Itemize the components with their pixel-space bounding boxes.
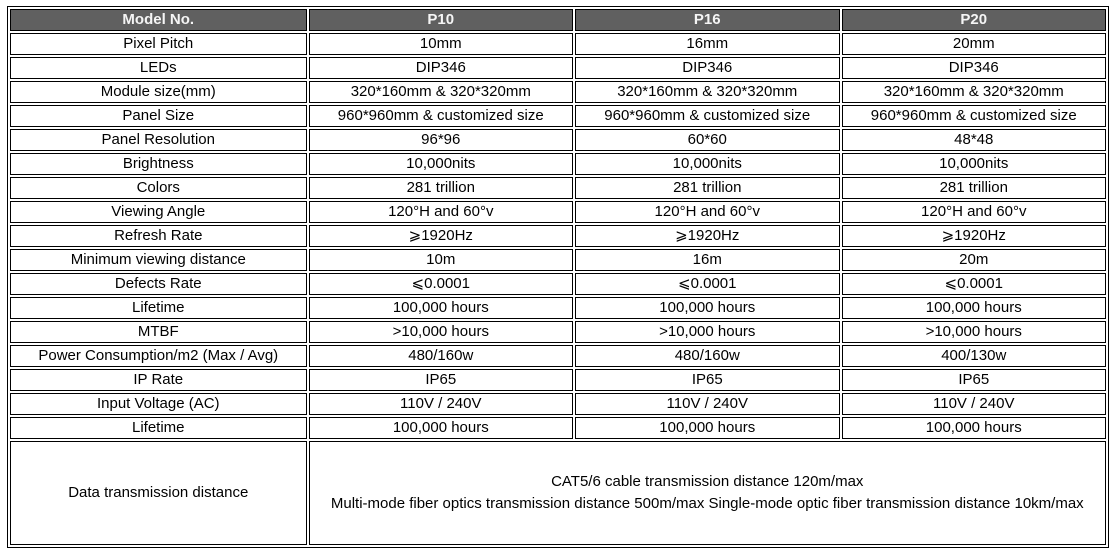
spec-value: 16mm bbox=[575, 33, 840, 55]
spec-row-ip-rate: IP Rate IP65 IP65 IP65 bbox=[10, 369, 1106, 391]
spec-value: 100,000 hours bbox=[308, 417, 574, 439]
spec-label: Input Voltage (AC) bbox=[10, 393, 307, 415]
spec-value: 320*160mm & 320*320mm bbox=[841, 81, 1106, 103]
spec-value: 120°H and 60°v bbox=[308, 201, 574, 223]
spec-value: IP65 bbox=[308, 369, 574, 391]
spec-value: 320*160mm & 320*320mm bbox=[575, 81, 840, 103]
spec-row-pixel-pitch: Pixel Pitch 10mm 16mm 20mm bbox=[10, 33, 1106, 55]
spec-label: Viewing Angle bbox=[10, 201, 307, 223]
spec-label: Pixel Pitch bbox=[10, 33, 307, 55]
spec-label: Data transmission distance bbox=[10, 441, 307, 545]
spec-label: IP Rate bbox=[10, 369, 307, 391]
spec-value: DIP346 bbox=[841, 57, 1106, 79]
spec-value: 16m bbox=[575, 249, 840, 271]
spec-value: 20m bbox=[841, 249, 1106, 271]
spec-row-leds: LEDs DIP346 DIP346 DIP346 bbox=[10, 57, 1106, 79]
spec-label: LEDs bbox=[10, 57, 307, 79]
spec-value: 60*60 bbox=[575, 129, 840, 151]
spec-value: 480/160w bbox=[575, 345, 840, 367]
spec-value: 100,000 hours bbox=[575, 417, 840, 439]
spec-value: 20mm bbox=[841, 33, 1106, 55]
spec-value: 960*960mm & customized size bbox=[841, 105, 1106, 127]
spec-label: Module size(mm) bbox=[10, 81, 307, 103]
spec-value: >10,000 hours bbox=[308, 321, 574, 343]
data-transmission-line2: Multi-mode fiber optics transmission dis… bbox=[330, 495, 1084, 512]
spec-value: ⩽0.0001 bbox=[575, 273, 840, 295]
spec-value: DIP346 bbox=[575, 57, 840, 79]
spec-row-data-transmission: Data transmission distance CAT5/6 cable … bbox=[10, 441, 1106, 545]
spec-label: Lifetime bbox=[10, 297, 307, 319]
spec-value: 10,000nits bbox=[575, 153, 840, 175]
spec-row-panel-resolution: Panel Resolution 96*96 60*60 48*48 bbox=[10, 129, 1106, 151]
spec-value: ⩽0.0001 bbox=[308, 273, 574, 295]
spec-row-mtbf: MTBF >10,000 hours >10,000 hours >10,000… bbox=[10, 321, 1106, 343]
spec-value: 10,000nits bbox=[841, 153, 1106, 175]
data-transmission-value: CAT5/6 cable transmission distance 120m/… bbox=[308, 441, 1106, 545]
header-p16: P16 bbox=[575, 9, 840, 31]
spec-value: 10,000nits bbox=[308, 153, 574, 175]
spec-label: Power Consumption/m2 (Max / Avg) bbox=[10, 345, 307, 367]
spec-label: Refresh Rate bbox=[10, 225, 307, 247]
spec-value: 110V / 240V bbox=[841, 393, 1106, 415]
spec-label: Defects Rate bbox=[10, 273, 307, 295]
spec-row-min-viewing-distance: Minimum viewing distance 10m 16m 20m bbox=[10, 249, 1106, 271]
spec-value: 281 trillion bbox=[841, 177, 1106, 199]
spec-value: IP65 bbox=[575, 369, 840, 391]
spec-value: 100,000 hours bbox=[841, 297, 1106, 319]
spec-row-panel-size: Panel Size 960*960mm & customized size 9… bbox=[10, 105, 1106, 127]
spec-row-brightness: Brightness 10,000nits 10,000nits 10,000n… bbox=[10, 153, 1106, 175]
spec-value: ⩽0.0001 bbox=[841, 273, 1106, 295]
spec-value: 120°H and 60°v bbox=[575, 201, 840, 223]
data-transmission-line1: CAT5/6 cable transmission distance 120m/… bbox=[551, 473, 864, 490]
spec-value: >10,000 hours bbox=[841, 321, 1106, 343]
spec-label: Panel Resolution bbox=[10, 129, 307, 151]
header-p20: P20 bbox=[841, 9, 1106, 31]
spec-value: 120°H and 60°v bbox=[841, 201, 1106, 223]
spec-value: 110V / 240V bbox=[575, 393, 840, 415]
spec-row-power-consumption: Power Consumption/m2 (Max / Avg) 480/160… bbox=[10, 345, 1106, 367]
spec-row-lifetime: Lifetime 100,000 hours 100,000 hours 100… bbox=[10, 297, 1106, 319]
spec-value: 110V / 240V bbox=[308, 393, 574, 415]
spec-value: 10m bbox=[308, 249, 574, 271]
spec-value: ⩾1920Hz bbox=[575, 225, 840, 247]
spec-value: 10mm bbox=[308, 33, 574, 55]
spec-row-refresh-rate: Refresh Rate ⩾1920Hz ⩾1920Hz ⩾1920Hz bbox=[10, 225, 1106, 247]
spec-row-module-size: Module size(mm) 320*160mm & 320*320mm 32… bbox=[10, 81, 1106, 103]
header-model-no: Model No. bbox=[10, 9, 307, 31]
header-row: Model No. P10 P16 P20 bbox=[10, 9, 1106, 31]
spec-value: ⩾1920Hz bbox=[308, 225, 574, 247]
spec-value: 100,000 hours bbox=[308, 297, 574, 319]
spec-value: 281 trillion bbox=[575, 177, 840, 199]
spec-label: MTBF bbox=[10, 321, 307, 343]
spec-label: Brightness bbox=[10, 153, 307, 175]
spec-label: Minimum viewing distance bbox=[10, 249, 307, 271]
spec-value: >10,000 hours bbox=[575, 321, 840, 343]
spec-value: IP65 bbox=[841, 369, 1106, 391]
spec-value: 48*48 bbox=[841, 129, 1106, 151]
spec-value: 320*160mm & 320*320mm bbox=[308, 81, 574, 103]
spec-value: 100,000 hours bbox=[841, 417, 1106, 439]
spec-value: 400/130w bbox=[841, 345, 1106, 367]
spec-value: 960*960mm & customized size bbox=[308, 105, 574, 127]
spec-table: Model No. P10 P16 P20 Pixel Pitch 10mm 1… bbox=[7, 6, 1109, 548]
header-p10: P10 bbox=[308, 9, 574, 31]
spec-label: Panel Size bbox=[10, 105, 307, 127]
spec-row-colors: Colors 281 trillion 281 trillion 281 tri… bbox=[10, 177, 1106, 199]
spec-value: 281 trillion bbox=[308, 177, 574, 199]
spec-row-defects-rate: Defects Rate ⩽0.0001 ⩽0.0001 ⩽0.0001 bbox=[10, 273, 1106, 295]
spec-label: Colors bbox=[10, 177, 307, 199]
spec-row-input-voltage: Input Voltage (AC) 110V / 240V 110V / 24… bbox=[10, 393, 1106, 415]
spec-value: 960*960mm & customized size bbox=[575, 105, 840, 127]
spec-value: 480/160w bbox=[308, 345, 574, 367]
spec-label: Lifetime bbox=[10, 417, 307, 439]
spec-value: DIP346 bbox=[308, 57, 574, 79]
spec-value: ⩾1920Hz bbox=[841, 225, 1106, 247]
spec-value: 96*96 bbox=[308, 129, 574, 151]
spec-row-lifetime-2: Lifetime 100,000 hours 100,000 hours 100… bbox=[10, 417, 1106, 439]
spec-row-viewing-angle: Viewing Angle 120°H and 60°v 120°H and 6… bbox=[10, 201, 1106, 223]
spec-value: 100,000 hours bbox=[575, 297, 840, 319]
